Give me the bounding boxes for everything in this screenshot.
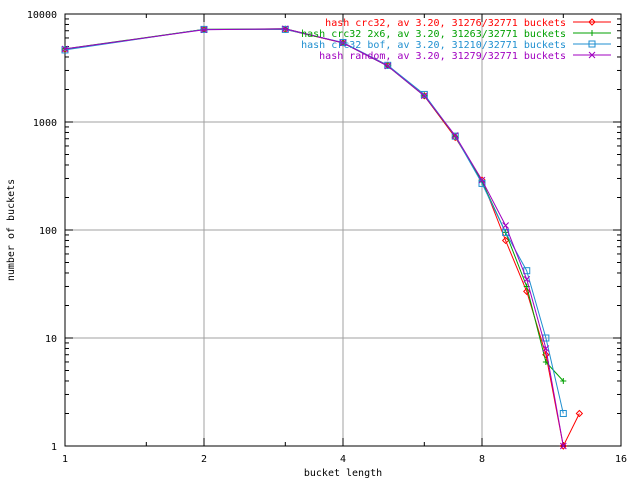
legend-label: hash crc32 2x6, av 3.20, 31263/32771 buc… bbox=[301, 29, 566, 40]
data-point-cross bbox=[339, 39, 347, 47]
data-point-diamond bbox=[575, 409, 584, 418]
data-point-cross bbox=[502, 222, 509, 229]
series-line bbox=[64, 28, 564, 447]
series-3 bbox=[61, 25, 567, 417]
x-axis-title: bucket length bbox=[304, 468, 382, 479]
series-2 bbox=[62, 25, 567, 384]
data-point-cross bbox=[61, 45, 69, 53]
x-tick-label: 4 bbox=[340, 454, 346, 465]
series-4 bbox=[61, 25, 567, 450]
data-point-diamond bbox=[559, 442, 568, 450]
y-tick-label: 100 bbox=[39, 226, 57, 237]
y-tick-label: 1000 bbox=[33, 118, 57, 129]
series-line bbox=[64, 28, 564, 414]
tick-labels: 1 10 100 1000 10000 1 2 4 8 16 bbox=[27, 10, 627, 465]
data-point-square bbox=[451, 132, 459, 140]
y-tick-label: 1 bbox=[51, 442, 57, 453]
x-tick-label: 8 bbox=[479, 454, 485, 465]
data-point-cross bbox=[588, 51, 596, 59]
ticks bbox=[64, 13, 622, 447]
grid bbox=[65, 14, 621, 446]
data-point-cross bbox=[478, 176, 486, 184]
data-point-square bbox=[588, 40, 596, 48]
legend: hash crc32, av 3.20, 31276/32771 buckets… bbox=[301, 18, 611, 62]
data-point-cross bbox=[384, 62, 392, 70]
data-point-cross bbox=[542, 345, 550, 352]
x-tick-label: 1 bbox=[62, 454, 68, 465]
data-point-cross bbox=[420, 92, 428, 100]
legend-label: hash crc32, av 3.20, 31276/32771 buckets bbox=[325, 18, 566, 29]
data-point-plus bbox=[560, 377, 567, 384]
data-point-cross bbox=[281, 25, 289, 33]
data-point-cross bbox=[451, 132, 459, 139]
legend-label: hash crc32 bof, av 3.20, 31210/32771 buc… bbox=[301, 40, 566, 51]
y-tick-label: 10 bbox=[45, 334, 57, 345]
data-point-diamond bbox=[523, 287, 531, 296]
data-point-square bbox=[559, 409, 567, 417]
data-point-cross bbox=[559, 442, 567, 450]
data-point-square bbox=[61, 46, 69, 54]
y-axis-title: number of buckets bbox=[6, 179, 17, 281]
data-point-cross bbox=[200, 26, 208, 34]
data-point-plus bbox=[589, 30, 595, 36]
legend-label: hash random, av 3.20, 31279/32771 bucket… bbox=[319, 51, 566, 62]
data-point-diamond bbox=[501, 236, 510, 245]
series-line bbox=[64, 28, 580, 448]
series-1 bbox=[61, 25, 584, 450]
series-line bbox=[64, 28, 564, 382]
data-point-square bbox=[384, 61, 392, 69]
data-point-diamond bbox=[588, 18, 596, 26]
series-group bbox=[61, 25, 584, 450]
y-tick-label: 10000 bbox=[27, 10, 57, 21]
x-tick-label: 2 bbox=[201, 454, 207, 465]
x-tick-label: 16 bbox=[615, 454, 627, 465]
data-point-square bbox=[420, 90, 428, 98]
data-point-cross bbox=[523, 275, 531, 283]
